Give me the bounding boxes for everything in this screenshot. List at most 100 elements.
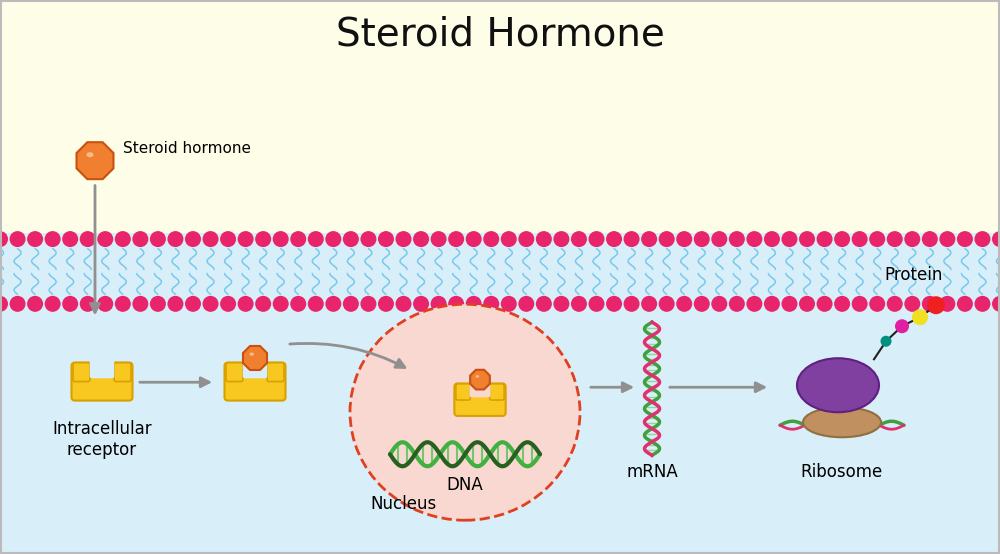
Circle shape xyxy=(852,231,868,247)
Circle shape xyxy=(992,231,1000,247)
Circle shape xyxy=(255,231,271,247)
Circle shape xyxy=(799,231,815,247)
Circle shape xyxy=(325,231,341,247)
Circle shape xyxy=(659,231,675,247)
Circle shape xyxy=(220,231,236,247)
Circle shape xyxy=(413,231,429,247)
Circle shape xyxy=(624,231,640,247)
Circle shape xyxy=(904,231,920,247)
Circle shape xyxy=(676,231,692,247)
Circle shape xyxy=(378,231,394,247)
Circle shape xyxy=(431,296,447,312)
Circle shape xyxy=(0,296,8,312)
Circle shape xyxy=(10,296,26,312)
Circle shape xyxy=(571,296,587,312)
Circle shape xyxy=(588,231,604,247)
Circle shape xyxy=(912,309,928,325)
Circle shape xyxy=(746,231,762,247)
Circle shape xyxy=(325,296,341,312)
Circle shape xyxy=(62,296,78,312)
Circle shape xyxy=(255,296,271,312)
Ellipse shape xyxy=(797,358,879,412)
Circle shape xyxy=(992,296,1000,312)
Circle shape xyxy=(273,231,289,247)
Circle shape xyxy=(887,231,903,247)
Circle shape xyxy=(606,296,622,312)
Circle shape xyxy=(150,231,166,247)
Circle shape xyxy=(881,336,892,347)
Circle shape xyxy=(869,296,885,312)
Circle shape xyxy=(571,231,587,247)
Text: Steroid Hormone: Steroid Hormone xyxy=(336,15,664,53)
Circle shape xyxy=(45,231,61,247)
FancyBboxPatch shape xyxy=(490,384,504,400)
Circle shape xyxy=(115,296,131,312)
Circle shape xyxy=(659,296,675,312)
Circle shape xyxy=(729,296,745,312)
Circle shape xyxy=(62,231,78,247)
Circle shape xyxy=(308,296,324,312)
Circle shape xyxy=(290,296,306,312)
Circle shape xyxy=(553,296,569,312)
Circle shape xyxy=(273,296,289,312)
FancyBboxPatch shape xyxy=(114,363,131,382)
Circle shape xyxy=(378,296,394,312)
Circle shape xyxy=(869,231,885,247)
Bar xyxy=(0,0,1000,233)
Ellipse shape xyxy=(350,304,580,520)
FancyBboxPatch shape xyxy=(243,360,267,378)
Polygon shape xyxy=(470,370,490,389)
Circle shape xyxy=(360,296,376,312)
Circle shape xyxy=(518,296,534,312)
Circle shape xyxy=(150,296,166,312)
Circle shape xyxy=(238,231,254,247)
Circle shape xyxy=(501,296,517,312)
Circle shape xyxy=(10,231,26,247)
Circle shape xyxy=(641,231,657,247)
Bar xyxy=(0,233,1000,554)
Circle shape xyxy=(518,231,534,247)
Circle shape xyxy=(764,231,780,247)
FancyBboxPatch shape xyxy=(90,360,114,378)
Circle shape xyxy=(676,296,692,312)
Circle shape xyxy=(711,231,727,247)
Circle shape xyxy=(904,296,920,312)
Ellipse shape xyxy=(86,152,93,157)
FancyBboxPatch shape xyxy=(226,363,243,382)
Circle shape xyxy=(781,231,797,247)
Text: DNA: DNA xyxy=(447,476,483,494)
Circle shape xyxy=(711,296,727,312)
Circle shape xyxy=(343,231,359,247)
Circle shape xyxy=(799,296,815,312)
Circle shape xyxy=(922,296,938,312)
FancyBboxPatch shape xyxy=(456,384,470,400)
Circle shape xyxy=(448,296,464,312)
Circle shape xyxy=(203,231,219,247)
Circle shape xyxy=(167,296,183,312)
FancyBboxPatch shape xyxy=(267,363,284,382)
Circle shape xyxy=(115,231,131,247)
Circle shape xyxy=(536,231,552,247)
Polygon shape xyxy=(243,346,267,370)
Circle shape xyxy=(167,231,183,247)
Circle shape xyxy=(483,296,499,312)
Circle shape xyxy=(939,231,955,247)
Circle shape xyxy=(360,231,376,247)
FancyBboxPatch shape xyxy=(72,362,133,401)
FancyBboxPatch shape xyxy=(470,381,490,397)
Text: Intracellular
receptor: Intracellular receptor xyxy=(52,420,152,459)
Text: Steroid hormone: Steroid hormone xyxy=(123,141,251,156)
FancyBboxPatch shape xyxy=(224,362,286,401)
Circle shape xyxy=(203,296,219,312)
Circle shape xyxy=(290,231,306,247)
Ellipse shape xyxy=(803,407,881,437)
Circle shape xyxy=(308,231,324,247)
Circle shape xyxy=(132,296,148,312)
Circle shape xyxy=(939,296,955,312)
Text: mRNA: mRNA xyxy=(626,463,678,481)
Circle shape xyxy=(641,296,657,312)
Circle shape xyxy=(466,231,482,247)
Ellipse shape xyxy=(249,352,254,356)
Circle shape xyxy=(0,231,8,247)
Circle shape xyxy=(927,296,945,314)
